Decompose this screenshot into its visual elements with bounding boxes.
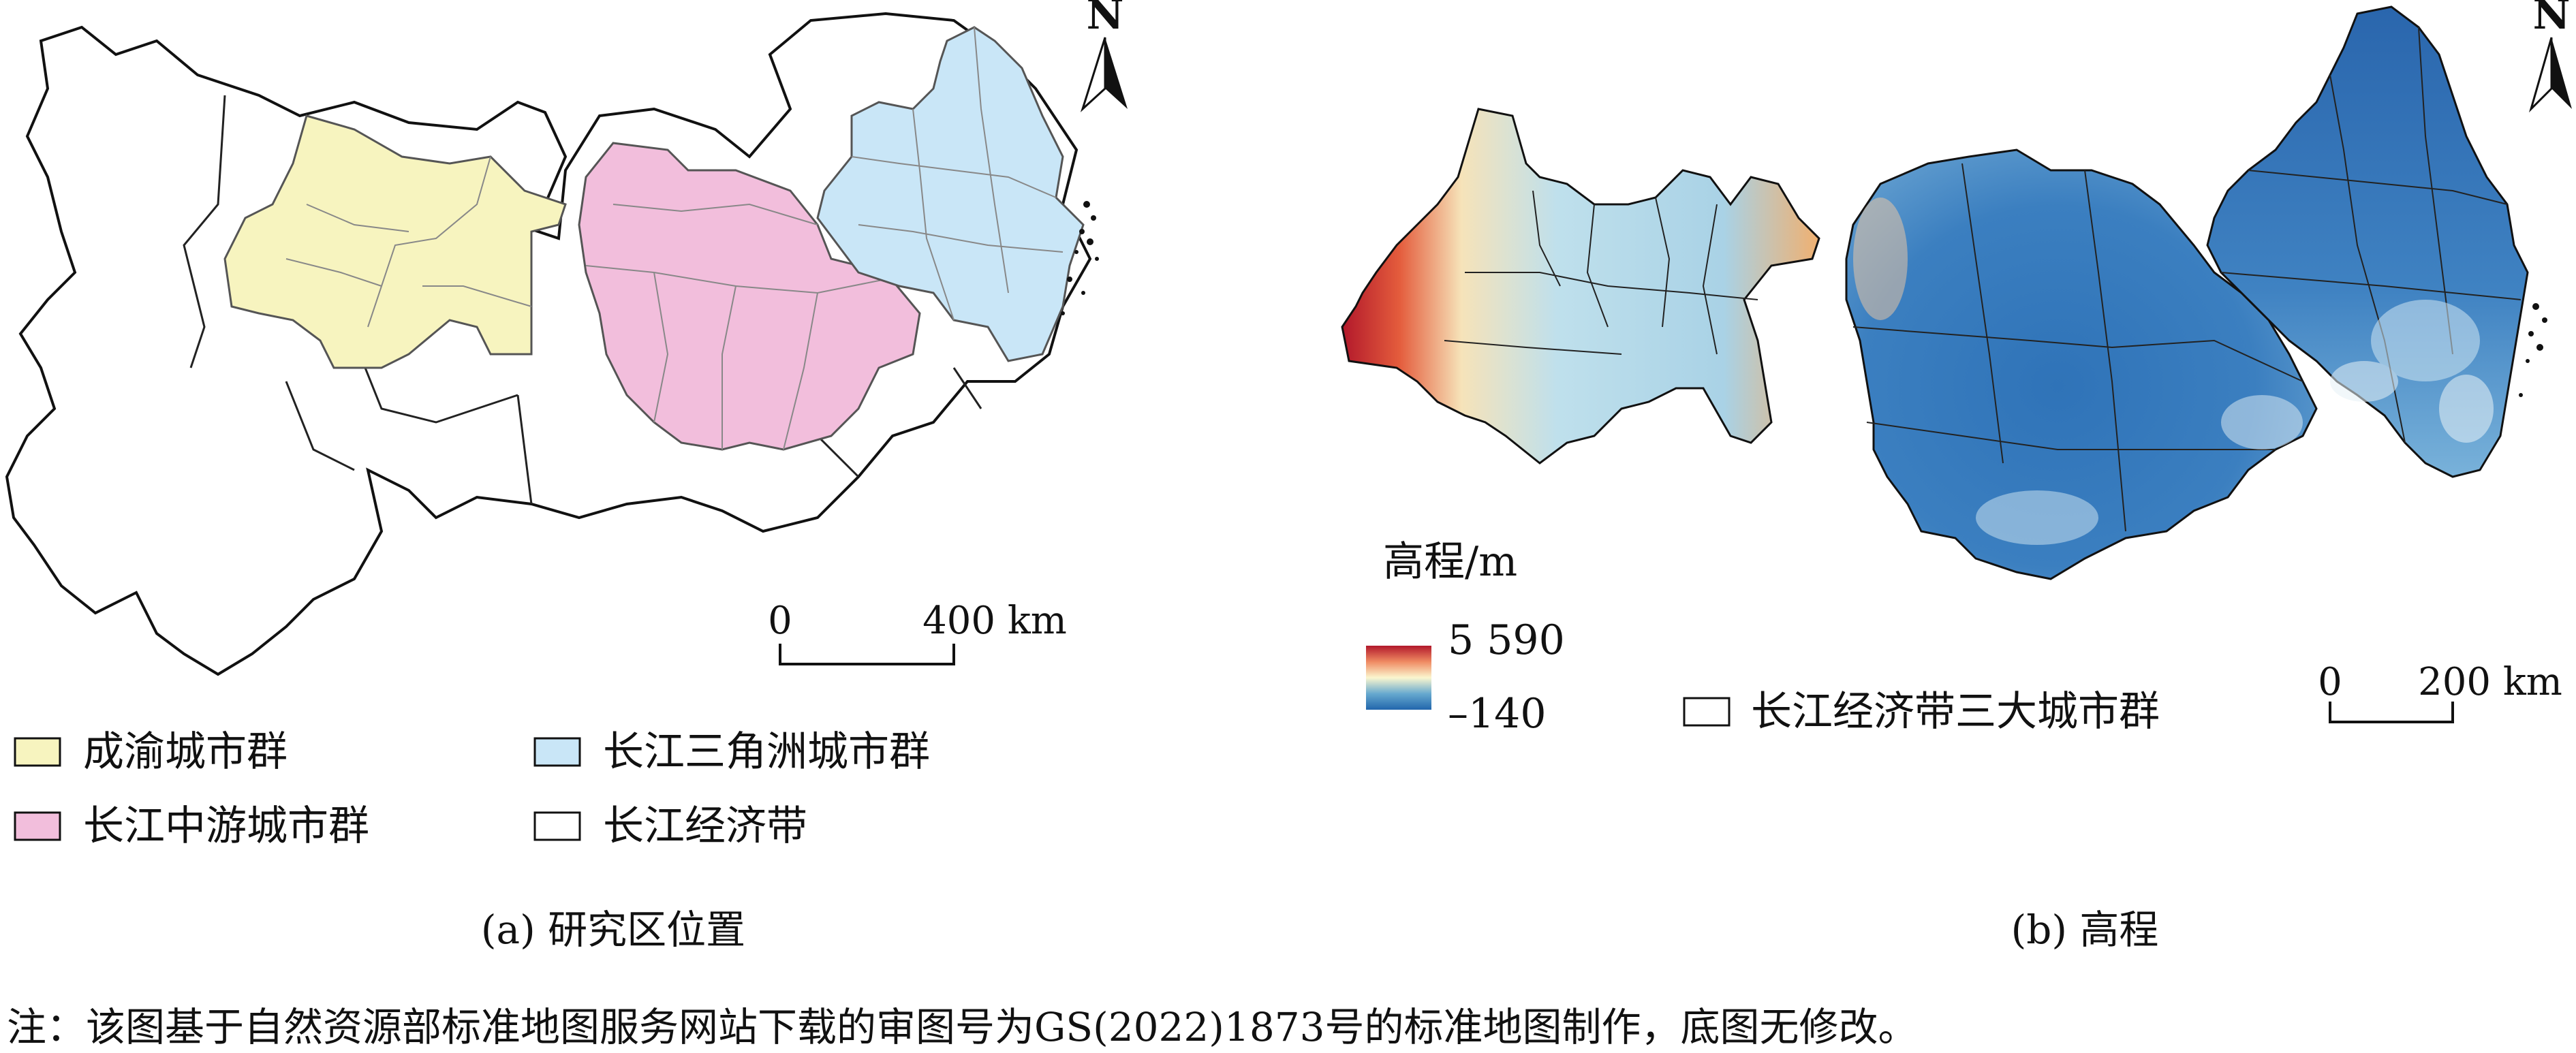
elevation-color-ramp — [1366, 646, 1431, 710]
elevation-min-label: –140 — [1448, 690, 1547, 738]
svg-text:0: 0 — [2318, 660, 2342, 704]
middle-elevation — [1845, 148, 2318, 580]
panel-b-map: N — [1341, 0, 2572, 580]
coastal-islands — [1061, 201, 1099, 315]
scale-bar-a: 0 400 km — [768, 599, 1067, 665]
elevation-legend-title: 高程/m — [1383, 538, 1517, 586]
legend-item-yreb: 长江经济带 — [533, 802, 807, 850]
chengyu-cluster — [223, 114, 567, 369]
svg-text:400 km: 400 km — [922, 599, 1067, 643]
svg-text:长江经济带三大城市群: 长江经济带三大城市群 — [1751, 688, 2160, 736]
boundary-legend: 长江经济带三大城市群 — [1683, 688, 2160, 736]
svg-text:0: 0 — [768, 599, 792, 643]
svg-text:200 km: 200 km — [2418, 660, 2562, 704]
coastal-islands-b — [2519, 303, 2547, 397]
panel-a-caption: (a) 研究区位置 — [481, 907, 745, 953]
legend-item-chengyu: 成渝城市群 — [14, 728, 288, 776]
legend-item-yrd: 长江三角洲城市群 — [533, 728, 930, 776]
svg-text:长江中游城市群: 长江中游城市群 — [83, 802, 369, 850]
svg-text:N: N — [2533, 0, 2571, 39]
svg-text:N: N — [1087, 0, 1124, 39]
panel-a-map: N 0 400 km — [5, 0, 1128, 676]
legend-a: 成渝城市群 长江三角洲城市群 长江中游城市群 长江经济带 — [14, 728, 930, 850]
svg-text:长江三角洲城市群: 长江三角洲城市群 — [603, 728, 930, 776]
elevation-max-label: 5 590 — [1448, 616, 1565, 664]
panel-b-caption: (b) 高程 — [2011, 907, 2159, 953]
legend-item-middle: 长江中游城市群 — [14, 802, 369, 850]
scale-bar-b: 0 200 km — [2318, 660, 2562, 723]
north-arrow-a: N — [1080, 0, 1128, 112]
north-arrow-b: N — [2528, 0, 2572, 113]
yreb-outline — [5, 12, 1092, 676]
svg-text:成渝城市群: 成渝城市群 — [83, 728, 288, 776]
map-note: 注：该图基于自然资源部标准地图服务网站下载的审图号为GS(2022)1873号的… — [7, 1004, 1918, 1050]
chengyu-elevation — [1341, 108, 1820, 465]
elevation-legend: 高程/m 5 590 –140 — [1366, 538, 1565, 738]
yrd-highland-texture — [2330, 300, 2494, 443]
middle-highland-texture — [1853, 198, 2303, 545]
svg-text:长江经济带: 长江经济带 — [603, 802, 807, 850]
